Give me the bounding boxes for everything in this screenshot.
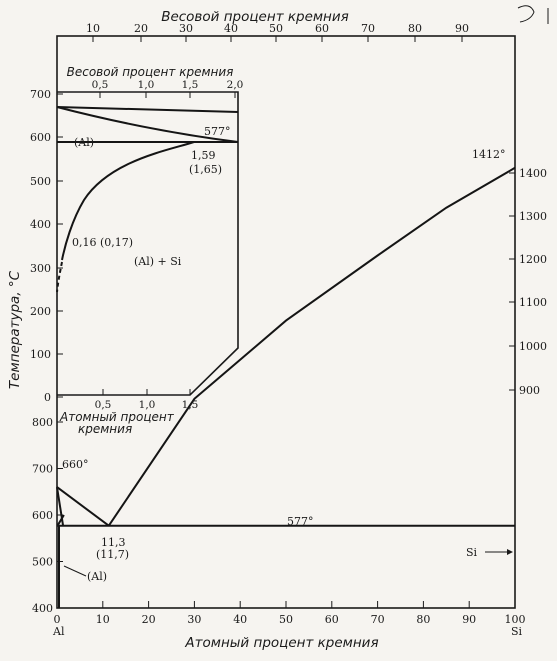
- top-axis-title: Весовой процент кремния: [161, 9, 349, 25]
- inset-solubility-alt-label: (1,65): [189, 163, 222, 176]
- bottom-tick-label: 100: [505, 613, 526, 626]
- phase-line-0: [56, 486, 110, 527]
- left-tick-label: 800: [32, 416, 53, 429]
- eutectic-comp-label: 11,3: [101, 536, 126, 549]
- si-phase-arrowhead: [507, 549, 513, 555]
- inset-left-tick-label: 0: [44, 391, 51, 404]
- inset-left-axis-ticks: 700 600 500 400 300 200 100 0: [30, 88, 63, 404]
- main-phase-curves: [56, 166, 516, 608]
- al-phase-label: (Al): [87, 570, 107, 583]
- top-tick-label: 80: [408, 22, 422, 35]
- inset-left-tick-label: 100: [30, 348, 51, 361]
- main-plot-frame: [56, 35, 516, 609]
- inset-top-tick-label: 1,0: [138, 79, 155, 91]
- bottom-tick-label: 50: [279, 613, 293, 626]
- left-axis-title: Температура, °С: [7, 270, 23, 389]
- right-tick-label: 900: [519, 384, 540, 397]
- al-melting-label: 660°: [62, 458, 89, 471]
- top-tick-label: 10: [86, 22, 100, 35]
- bottom-tick-label: 70: [371, 613, 385, 626]
- inset-bottom-axis-title-line2: кремния: [78, 422, 132, 436]
- bottom-tick-label: 60: [325, 613, 339, 626]
- left-tick-label: 700: [32, 463, 53, 476]
- margin-scribble: [517, 5, 535, 23]
- eutectic-comp-alt-label: (11,7): [96, 548, 129, 561]
- bottom-tick-label: 40: [233, 613, 247, 626]
- right-tick-label: 1100: [519, 296, 547, 309]
- si-phase-label: Si: [466, 546, 478, 559]
- bottom-tick-label: 90: [462, 613, 476, 626]
- top-tick-label: 50: [269, 22, 283, 35]
- inset-bottom-tick-label: 0,5: [95, 399, 112, 411]
- bottom-tick-label: 10: [96, 613, 110, 626]
- inset-eutectic-temp-label: 577°: [204, 125, 231, 138]
- inset-top-tick-label: 1,5: [182, 79, 199, 91]
- right-tick-label: 1200: [519, 253, 547, 266]
- inset-left-tick-label: 500: [30, 175, 51, 188]
- left-tick-label: 500: [32, 556, 53, 569]
- left-tick-label: 400: [32, 602, 53, 615]
- bottom-axis-ticks: 0 10 20 30 40 50 60 70 80 90 100: [54, 601, 526, 626]
- top-tick-label: 60: [315, 22, 329, 35]
- inset-solubility-label: 1,59: [191, 149, 216, 162]
- top-tick-label: 30: [179, 22, 193, 35]
- bottom-tick-label: 0: [54, 613, 61, 626]
- inset-left-tick-label: 700: [30, 88, 51, 101]
- al-solidus-curve: [56, 486, 64, 526]
- inset-top-tick-label: 0,5: [92, 79, 109, 91]
- inset-solvus-extrapolated: [56, 261, 63, 293]
- phase-line-1: [107, 166, 516, 527]
- inset-top-tick-label: 2,0: [227, 79, 244, 91]
- inset-low-solubility-label: 0,16 (0,17): [72, 236, 133, 249]
- right-tick-label: 1400: [519, 167, 547, 180]
- bottom-tick-label: 30: [187, 613, 201, 626]
- inset-phase-al-label: (Al): [74, 136, 94, 149]
- inset-solidus: [56, 106, 239, 143]
- inset-phase-al-si-label: (Al) + Si: [134, 255, 182, 268]
- right-tick-label: 1300: [519, 210, 547, 223]
- inset-bottom-axis-ticks: 0,5 1,0 1,5: [95, 389, 199, 411]
- right-axis-ticks: 900 1000 1100 1200 1300 1400: [509, 167, 547, 397]
- top-tick-label: 70: [361, 22, 375, 35]
- element-si-label: Si: [511, 625, 523, 638]
- inset-left-tick-label: 300: [30, 262, 51, 275]
- right-tick-label: 1000: [519, 340, 547, 353]
- inset-liquidus: [56, 106, 239, 113]
- top-tick-label: 90: [455, 22, 469, 35]
- inset-frame: [57, 91, 239, 396]
- eutectic-temp-label: 577°: [287, 515, 314, 528]
- inset-top-axis-ticks: 0,5 1,0 1,5 2,0: [92, 79, 244, 98]
- inset-left-tick-label: 200: [30, 305, 51, 318]
- inset-left-tick-label: 400: [30, 218, 51, 231]
- inset-solvus: [61, 141, 195, 261]
- inset-bottom-tick-label: 1,0: [139, 399, 156, 411]
- top-tick-label: 20: [134, 22, 148, 35]
- inset-top-axis-title: Весовой процент кремния: [67, 65, 234, 79]
- al-phase-pointer: [63, 565, 87, 577]
- bottom-tick-label: 20: [142, 613, 156, 626]
- inset-phase-curves: [56, 106, 239, 293]
- phase-line-3: [56, 514, 65, 527]
- bottom-axis-title: Атомный процент кремния: [184, 635, 378, 651]
- si-melting-label: 1412°: [472, 148, 506, 161]
- bottom-tick-label: 80: [416, 613, 430, 626]
- top-tick-label: 40: [224, 22, 238, 35]
- inset-bottom-axis-title-line1: Атомный процент: [59, 410, 175, 424]
- inset-left-tick-label: 600: [30, 131, 51, 144]
- top-axis-ticks: 10 20 30 40 50 60 70 80 90: [86, 22, 469, 42]
- element-al-label: Al: [52, 625, 65, 638]
- left-tick-label: 600: [32, 509, 53, 522]
- left-axis-ticks: 400 500 600 700 800: [32, 416, 63, 615]
- inset-bottom-tick-label: 1,5: [182, 399, 199, 411]
